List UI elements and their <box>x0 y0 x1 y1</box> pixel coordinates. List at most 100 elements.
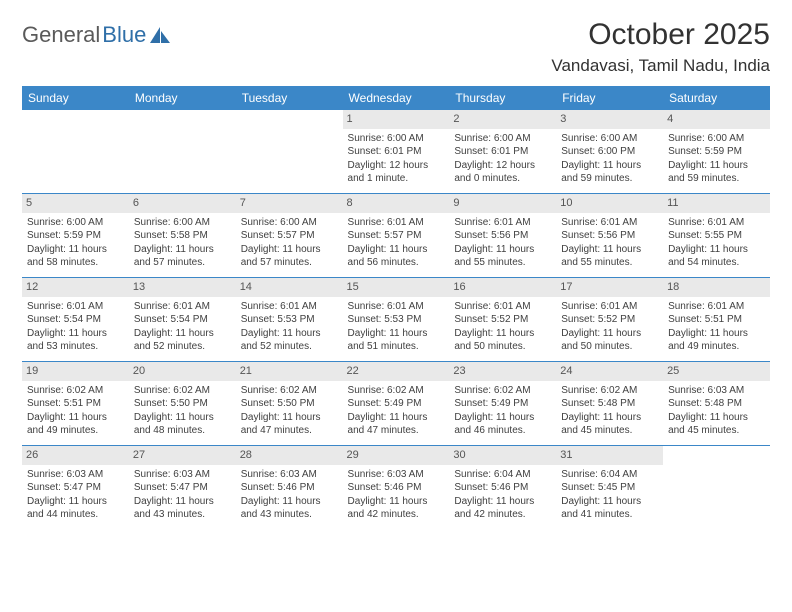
daylight-line: Daylight: 11 hours and 49 minutes. <box>27 411 124 438</box>
day-number: 29 <box>343 446 450 465</box>
calendar-cell: 8Sunrise: 6:01 AMSunset: 5:57 PMDaylight… <box>343 194 450 278</box>
sunset-line: Sunset: 5:59 PM <box>27 229 124 243</box>
sunset-line: Sunset: 6:00 PM <box>561 145 658 159</box>
sunrise-line: Sunrise: 6:01 AM <box>561 216 658 230</box>
sunrise-line: Sunrise: 6:01 AM <box>241 300 338 314</box>
day-number: 6 <box>129 194 236 213</box>
calendar-cell <box>129 110 236 194</box>
day-number: 14 <box>236 278 343 297</box>
sunset-line: Sunset: 5:51 PM <box>27 397 124 411</box>
sunset-line: Sunset: 5:45 PM <box>561 481 658 495</box>
calendar-cell: 2Sunrise: 6:00 AMSunset: 6:01 PMDaylight… <box>449 110 556 194</box>
daylight-line: Daylight: 11 hours and 59 minutes. <box>668 159 765 186</box>
sunset-line: Sunset: 5:47 PM <box>134 481 231 495</box>
daylight-line: Daylight: 11 hours and 42 minutes. <box>454 495 551 522</box>
calendar-cell: 26Sunrise: 6:03 AMSunset: 5:47 PMDayligh… <box>22 446 129 530</box>
calendar-cell <box>663 446 770 530</box>
daylight-line: Daylight: 11 hours and 50 minutes. <box>561 327 658 354</box>
sunset-line: Sunset: 5:55 PM <box>668 229 765 243</box>
calendar-cell <box>236 110 343 194</box>
daylight-line: Daylight: 11 hours and 45 minutes. <box>561 411 658 438</box>
day-number: 19 <box>22 362 129 381</box>
day-number: 8 <box>343 194 450 213</box>
daylight-line: Daylight: 11 hours and 57 minutes. <box>134 243 231 270</box>
sunrise-line: Sunrise: 6:01 AM <box>348 216 445 230</box>
calendar-week-row: 12Sunrise: 6:01 AMSunset: 5:54 PMDayligh… <box>22 278 770 362</box>
sunset-line: Sunset: 5:54 PM <box>134 313 231 327</box>
calendar-cell: 11Sunrise: 6:01 AMSunset: 5:55 PMDayligh… <box>663 194 770 278</box>
calendar-cell: 3Sunrise: 6:00 AMSunset: 6:00 PMDaylight… <box>556 110 663 194</box>
day-number: 17 <box>556 278 663 297</box>
day-number: 25 <box>663 362 770 381</box>
calendar-cell: 13Sunrise: 6:01 AMSunset: 5:54 PMDayligh… <box>129 278 236 362</box>
calendar-cell: 30 Sunrise: 6:04 AMSunset: 5:46 PMDayligh… <box>449 446 556 530</box>
sunrise-line: Sunrise: 6:01 AM <box>668 216 765 230</box>
day-number: 24 <box>556 362 663 381</box>
weekday-header: Wednesday <box>343 87 450 110</box>
sunset-line: Sunset: 5:48 PM <box>668 397 765 411</box>
sunset-line: Sunset: 5:51 PM <box>668 313 765 327</box>
day-number: 7 <box>236 194 343 213</box>
sunset-line: Sunset: 5:56 PM <box>561 229 658 243</box>
calendar-week-row: 5Sunrise: 6:00 AMSunset: 5:59 PMDaylight… <box>22 194 770 278</box>
day-number: 28 <box>236 446 343 465</box>
calendar-cell: 7Sunrise: 6:00 AMSunset: 5:57 PMDaylight… <box>236 194 343 278</box>
header-row: GeneralBlue October 2025 Vandavasi, Tami… <box>22 18 770 76</box>
brand-part2: Blue <box>102 22 146 48</box>
sunset-line: Sunset: 5:56 PM <box>454 229 551 243</box>
calendar-cell: 27Sunrise: 6:03 AMSunset: 5:47 PMDayligh… <box>129 446 236 530</box>
daylight-line: Daylight: 11 hours and 52 minutes. <box>134 327 231 354</box>
sunrise-line: Sunrise: 6:04 AM <box>454 468 551 482</box>
daylight-line: Daylight: 11 hours and 47 minutes. <box>348 411 445 438</box>
day-number: 12 <box>22 278 129 297</box>
daylight-line: Daylight: 11 hours and 58 minutes. <box>27 243 124 270</box>
day-number: 21 <box>236 362 343 381</box>
sunrise-line: Sunrise: 6:00 AM <box>348 132 445 146</box>
sunset-line: Sunset: 5:54 PM <box>27 313 124 327</box>
month-title: October 2025 <box>551 18 770 52</box>
day-number: 23 <box>449 362 556 381</box>
calendar-cell: 14Sunrise: 6:01 AMSunset: 5:53 PMDayligh… <box>236 278 343 362</box>
daylight-line: Daylight: 11 hours and 56 minutes. <box>348 243 445 270</box>
title-block: October 2025 Vandavasi, Tamil Nadu, Indi… <box>551 18 770 76</box>
day-number: 27 <box>129 446 236 465</box>
sunset-line: Sunset: 5:58 PM <box>134 229 231 243</box>
calendar-cell: 12Sunrise: 6:01 AMSunset: 5:54 PMDayligh… <box>22 278 129 362</box>
daylight-line: Daylight: 11 hours and 41 minutes. <box>561 495 658 522</box>
sunset-line: Sunset: 5:50 PM <box>241 397 338 411</box>
sunrise-line: Sunrise: 6:04 AM <box>561 468 658 482</box>
sunrise-line: Sunrise: 6:03 AM <box>668 384 765 398</box>
calendar-body: 1Sunrise: 6:00 AMSunset: 6:01 PMDaylight… <box>22 110 770 530</box>
day-number: 4 <box>663 110 770 129</box>
sunset-line: Sunset: 5:46 PM <box>454 481 551 495</box>
calendar-cell: 4Sunrise: 6:00 AMSunset: 5:59 PMDaylight… <box>663 110 770 194</box>
weekday-header: Tuesday <box>236 87 343 110</box>
daylight-line: Daylight: 11 hours and 57 minutes. <box>241 243 338 270</box>
sunrise-line: Sunrise: 6:01 AM <box>27 300 124 314</box>
daylight-line: Daylight: 11 hours and 49 minutes. <box>668 327 765 354</box>
sunrise-line: Sunrise: 6:03 AM <box>241 468 338 482</box>
sunrise-line: Sunrise: 6:00 AM <box>561 132 658 146</box>
day-number: 10 <box>556 194 663 213</box>
sunset-line: Sunset: 6:01 PM <box>454 145 551 159</box>
sunrise-line: Sunrise: 6:00 AM <box>241 216 338 230</box>
calendar-week-row: 26Sunrise: 6:03 AMSunset: 5:47 PMDayligh… <box>22 446 770 530</box>
location-text: Vandavasi, Tamil Nadu, India <box>551 56 770 76</box>
day-number: 3 <box>556 110 663 129</box>
sunrise-line: Sunrise: 6:02 AM <box>348 384 445 398</box>
calendar-cell: 15Sunrise: 6:01 AMSunset: 5:53 PMDayligh… <box>343 278 450 362</box>
sunrise-line: Sunrise: 6:02 AM <box>454 384 551 398</box>
day-number: 15 <box>343 278 450 297</box>
weekday-header: Monday <box>129 87 236 110</box>
calendar-cell: 28Sunrise: 6:03 AMSunset: 5:46 PMDayligh… <box>236 446 343 530</box>
calendar-cell: 1Sunrise: 6:00 AMSunset: 6:01 PMDaylight… <box>343 110 450 194</box>
sunset-line: Sunset: 5:53 PM <box>348 313 445 327</box>
sunset-line: Sunset: 5:49 PM <box>454 397 551 411</box>
day-number: 30 <box>449 446 556 465</box>
day-number: 18 <box>663 278 770 297</box>
calendar-cell: 29Sunrise: 6:03 AMSunset: 5:46 PMDayligh… <box>343 446 450 530</box>
calendar-cell: 6Sunrise: 6:00 AMSunset: 5:58 PMDaylight… <box>129 194 236 278</box>
weekday-header: Thursday <box>449 87 556 110</box>
day-number: 16 <box>449 278 556 297</box>
calendar-cell: 5Sunrise: 6:00 AMSunset: 5:59 PMDaylight… <box>22 194 129 278</box>
